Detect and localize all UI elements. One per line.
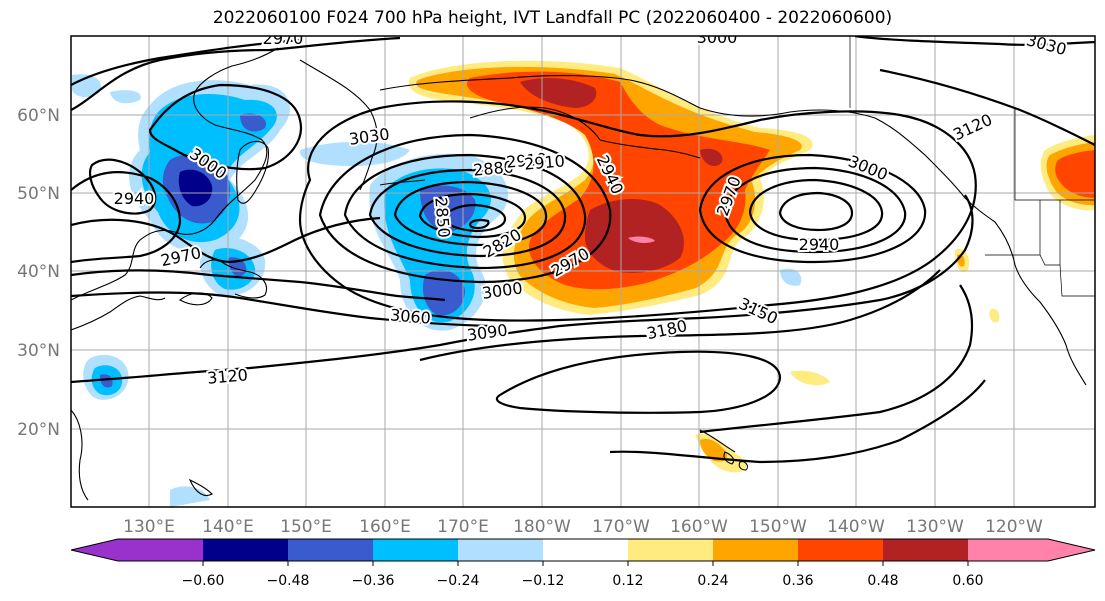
lon-label: 180°W (513, 517, 571, 537)
shade-pos024 (700, 438, 728, 462)
colorbar-outline (70, 538, 1096, 562)
lon-label: 120°W (985, 517, 1043, 537)
colorbar-segment (883, 539, 968, 561)
map-title: 2022060100 F024 700 hPa height, IVT Land… (212, 8, 893, 28)
lon-label: 130°E (123, 517, 175, 537)
colorbar-tick-label: −0.36 (352, 573, 395, 589)
shade-pos048 (520, 78, 597, 108)
colorbar-tick-label: 0.12 (612, 573, 643, 589)
colorbar-segment (118, 539, 203, 561)
lon-label: 170°E (437, 517, 489, 537)
shade-neg012 (299, 141, 410, 167)
colorbar-tick-label: −0.60 (182, 573, 225, 589)
colorbar-tick-label: 0.24 (697, 573, 728, 589)
colorbar: −0.60 −0.48 −0.36 −0.24 −0.12 0.12 0.24 … (70, 538, 1096, 589)
shade-neg036 (240, 113, 266, 132)
shade-neg012 (780, 268, 802, 286)
contour-label: 2850 (431, 196, 453, 238)
lat-label-40n: 40°N (17, 262, 60, 282)
colorbar-ticks (202, 561, 969, 566)
height-contours (71, 36, 1095, 464)
lat-label-50n: 50°N (17, 184, 60, 204)
colorbar-segment (373, 539, 458, 561)
contour-label: 2940 (799, 235, 840, 254)
lat-label-20n: 20°N (17, 420, 60, 440)
shade-neg036 (420, 185, 476, 232)
contour-label: 2970 (263, 29, 304, 48)
shade-pos036 (1055, 150, 1095, 198)
contour-label: 3060 (389, 305, 431, 327)
colorbar-extend-high (1048, 539, 1095, 561)
shade-neg012 (110, 90, 141, 104)
political-borders (849, 36, 1095, 297)
latitude-labels: 60°N 50°N 40°N 30°N 20°N (17, 106, 60, 440)
colorbar-segment (543, 539, 628, 561)
lon-label: 150°W (749, 517, 807, 537)
coastlines (71, 47, 1087, 501)
colorbar-tick-label: −0.12 (522, 573, 565, 589)
lon-label: 140°W (827, 517, 885, 537)
lon-label: 140°E (202, 517, 254, 537)
contour-label: 2940 (114, 189, 155, 208)
ivt-positive-shading (408, 60, 1095, 473)
colorbar-segment (798, 539, 883, 561)
colorbar-segment (968, 539, 1048, 561)
shade-pos036 (466, 71, 770, 290)
lat-label-30n: 30°N (17, 341, 60, 361)
lon-label: 170°W (592, 517, 650, 537)
shade-pos060 (628, 236, 655, 243)
shade-neg048 (178, 169, 213, 207)
colorbar-tick-label: −0.24 (437, 573, 480, 589)
colorbar-tick-label: 0.48 (867, 573, 898, 589)
shade-pos048 (700, 148, 723, 166)
graticule (71, 36, 1095, 507)
lon-label: 160°E (359, 517, 411, 537)
contour-label: 3120 (206, 365, 248, 387)
longitude-labels: 130°E 140°E 150°E 160°E 170°E 180°W 170°… (123, 517, 1043, 537)
colorbar-tick-label: 0.36 (782, 573, 813, 589)
shade-pos012 (790, 370, 830, 386)
colorbar-tick-label: 0.60 (952, 573, 983, 589)
colorbar-segment (713, 539, 798, 561)
contour-label: 3000 (697, 28, 738, 47)
lon-label: 150°E (280, 517, 332, 537)
colorbar-segment (458, 539, 543, 561)
colorbar-extend-low (71, 539, 118, 561)
contour-label: 2910 (523, 151, 565, 173)
shade-pos012 (989, 308, 1000, 323)
colorbar-segment (628, 539, 713, 561)
shade-neg012 (170, 486, 210, 507)
lat-label-60n: 60°N (17, 106, 60, 126)
colorbar-segment (203, 539, 288, 561)
colorbar-segment (288, 539, 373, 561)
map-frame (70, 35, 1096, 508)
lon-label: 160°W (670, 517, 728, 537)
colorbar-tick-label: −0.48 (267, 573, 310, 589)
shade-neg036 (100, 374, 113, 388)
lon-label: 130°W (906, 517, 964, 537)
